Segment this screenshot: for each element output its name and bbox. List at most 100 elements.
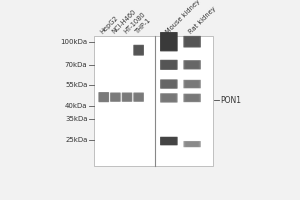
FancyBboxPatch shape [187,95,198,101]
FancyBboxPatch shape [185,61,199,68]
Text: HepG2: HepG2 [100,15,120,35]
Text: Mouse kidney: Mouse kidney [165,0,201,35]
FancyBboxPatch shape [186,95,198,101]
FancyBboxPatch shape [123,94,131,100]
FancyBboxPatch shape [162,138,176,144]
FancyBboxPatch shape [134,93,144,102]
FancyBboxPatch shape [184,61,200,69]
FancyBboxPatch shape [183,60,201,70]
FancyBboxPatch shape [135,94,142,100]
FancyBboxPatch shape [163,36,174,48]
FancyBboxPatch shape [161,60,176,69]
FancyBboxPatch shape [162,80,176,88]
FancyBboxPatch shape [122,93,132,101]
FancyBboxPatch shape [163,35,175,48]
FancyBboxPatch shape [160,93,178,103]
FancyBboxPatch shape [160,32,178,51]
FancyBboxPatch shape [184,60,200,69]
Text: Rat kidney: Rat kidney [188,5,217,35]
FancyBboxPatch shape [185,142,199,147]
FancyBboxPatch shape [163,81,174,87]
FancyBboxPatch shape [186,61,198,68]
FancyBboxPatch shape [161,137,176,145]
FancyBboxPatch shape [134,45,144,55]
FancyBboxPatch shape [133,45,144,56]
FancyBboxPatch shape [111,93,120,101]
FancyBboxPatch shape [185,95,199,101]
FancyBboxPatch shape [99,92,109,102]
FancyBboxPatch shape [185,37,199,46]
FancyBboxPatch shape [163,95,175,101]
FancyBboxPatch shape [110,92,121,102]
FancyBboxPatch shape [184,94,200,102]
FancyBboxPatch shape [184,141,200,147]
FancyBboxPatch shape [135,46,142,54]
FancyBboxPatch shape [133,92,144,102]
Bar [94,36,213,166]
FancyBboxPatch shape [186,81,198,87]
FancyBboxPatch shape [160,60,178,70]
FancyBboxPatch shape [112,94,119,100]
FancyBboxPatch shape [161,94,176,102]
FancyBboxPatch shape [134,93,143,101]
FancyBboxPatch shape [187,38,198,45]
FancyBboxPatch shape [187,142,198,146]
FancyBboxPatch shape [184,94,200,102]
FancyBboxPatch shape [163,61,175,68]
FancyBboxPatch shape [163,81,175,87]
FancyBboxPatch shape [123,93,131,101]
FancyBboxPatch shape [184,80,200,88]
FancyBboxPatch shape [183,141,201,147]
FancyBboxPatch shape [162,61,176,69]
FancyBboxPatch shape [187,62,198,68]
FancyBboxPatch shape [185,81,199,87]
FancyBboxPatch shape [111,93,120,101]
FancyBboxPatch shape [184,36,200,47]
FancyBboxPatch shape [183,36,201,48]
Text: HT-1080: HT-1080 [123,11,146,35]
Text: 40kDa: 40kDa [65,103,88,109]
FancyBboxPatch shape [124,94,130,100]
FancyBboxPatch shape [161,137,177,145]
FancyBboxPatch shape [161,80,176,88]
FancyBboxPatch shape [135,94,142,100]
FancyBboxPatch shape [163,138,174,144]
FancyBboxPatch shape [184,141,200,147]
FancyBboxPatch shape [163,62,174,68]
Text: 55kDa: 55kDa [65,82,88,88]
FancyBboxPatch shape [160,79,178,89]
Text: PON1: PON1 [220,96,241,105]
Text: 35kDa: 35kDa [65,116,88,122]
FancyBboxPatch shape [99,93,108,101]
FancyBboxPatch shape [100,94,108,101]
Text: 25kDa: 25kDa [65,137,88,143]
FancyBboxPatch shape [184,80,200,88]
FancyBboxPatch shape [135,47,142,54]
Text: NCI-H460: NCI-H460 [111,8,138,35]
FancyBboxPatch shape [162,94,176,102]
FancyBboxPatch shape [163,138,175,144]
FancyBboxPatch shape [187,81,198,87]
FancyBboxPatch shape [184,37,200,47]
FancyBboxPatch shape [100,94,107,100]
Text: THP-1: THP-1 [134,17,152,35]
Text: 70kDa: 70kDa [65,62,88,68]
FancyBboxPatch shape [134,93,143,101]
FancyBboxPatch shape [186,142,198,146]
FancyBboxPatch shape [162,34,176,49]
FancyBboxPatch shape [161,33,177,51]
FancyBboxPatch shape [163,95,174,101]
FancyBboxPatch shape [112,94,119,100]
FancyBboxPatch shape [134,46,143,54]
FancyBboxPatch shape [161,33,176,50]
Text: 100kDa: 100kDa [60,39,88,45]
FancyBboxPatch shape [186,38,198,46]
FancyBboxPatch shape [122,92,132,102]
FancyBboxPatch shape [134,46,143,55]
FancyBboxPatch shape [183,80,201,88]
FancyBboxPatch shape [161,60,177,70]
FancyBboxPatch shape [183,94,201,102]
FancyBboxPatch shape [160,137,178,145]
FancyBboxPatch shape [161,80,177,88]
FancyBboxPatch shape [122,93,132,102]
